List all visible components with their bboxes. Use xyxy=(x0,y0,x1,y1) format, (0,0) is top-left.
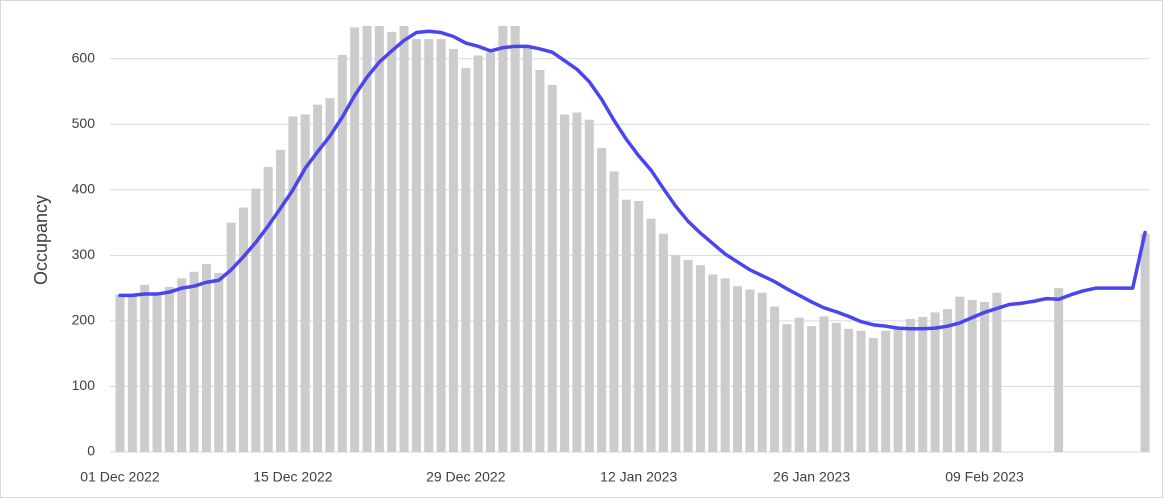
bar xyxy=(164,286,174,452)
bar xyxy=(411,39,421,452)
bar xyxy=(819,316,829,452)
bar xyxy=(300,114,310,452)
bar xyxy=(140,284,150,452)
bar xyxy=(584,119,594,452)
bar xyxy=(189,271,199,452)
bar xyxy=(325,98,335,452)
bar xyxy=(856,330,866,452)
bar xyxy=(461,67,471,453)
y-tick-label: 500 xyxy=(72,115,96,131)
bar xyxy=(733,286,742,452)
bar xyxy=(448,48,458,452)
bar xyxy=(214,273,224,452)
bar xyxy=(980,301,989,452)
bar xyxy=(720,278,730,452)
bar xyxy=(831,322,841,452)
bar xyxy=(288,116,298,452)
bar xyxy=(930,312,940,452)
bar xyxy=(646,218,656,452)
bar xyxy=(350,27,360,453)
bar xyxy=(424,39,434,452)
bar xyxy=(671,255,681,452)
bar xyxy=(658,233,668,452)
bar xyxy=(399,26,409,452)
x-tick-label: 12 Jan 2023 xyxy=(600,469,677,485)
bar xyxy=(1140,233,1150,452)
bar xyxy=(572,112,582,452)
bar xyxy=(177,278,187,452)
bar xyxy=(523,45,533,453)
bar xyxy=(226,222,236,452)
x-tick-label: 01 Dec 2022 xyxy=(80,469,160,485)
bar xyxy=(597,147,607,452)
bar xyxy=(621,199,631,452)
bar xyxy=(251,188,261,452)
bar xyxy=(535,69,545,452)
bar xyxy=(276,149,286,453)
bar xyxy=(337,54,347,453)
bar xyxy=(905,318,915,452)
bar xyxy=(881,330,891,452)
x-tick-label: 09 Feb 2023 xyxy=(945,469,1024,485)
bar xyxy=(807,326,817,452)
x-tick-label: 29 Dec 2022 xyxy=(426,469,506,485)
bar xyxy=(473,55,483,452)
bar xyxy=(560,114,570,452)
bar xyxy=(992,292,1002,452)
bar xyxy=(770,306,780,452)
bar xyxy=(362,26,372,452)
bar xyxy=(1054,288,1064,452)
bar xyxy=(955,296,965,452)
y-tick-label: 400 xyxy=(72,181,96,197)
bar xyxy=(918,316,928,452)
bar xyxy=(510,26,520,452)
y-tick-label: 200 xyxy=(72,312,96,328)
bar xyxy=(498,26,508,452)
y-tick-label: 100 xyxy=(72,377,96,393)
bar xyxy=(201,263,211,452)
y-tick-label: 0 xyxy=(87,443,95,459)
y-tick-label: 600 xyxy=(72,49,96,65)
line xyxy=(118,29,1147,331)
y-tick-label: 300 xyxy=(72,246,96,262)
bar xyxy=(486,52,495,452)
bar xyxy=(634,200,644,452)
bar xyxy=(387,31,397,452)
bar xyxy=(374,26,384,452)
bar xyxy=(844,328,854,452)
bar xyxy=(782,324,792,452)
bar xyxy=(313,104,323,453)
bar xyxy=(547,84,557,452)
bar xyxy=(436,39,446,452)
bar xyxy=(893,328,903,452)
bar xyxy=(967,299,977,452)
x-tick-label: 26 Jan 2023 xyxy=(773,469,850,485)
x-tick-label: 15 Dec 2022 xyxy=(253,469,333,485)
bar xyxy=(942,309,952,452)
bar xyxy=(695,265,705,452)
bar xyxy=(745,289,755,452)
bar xyxy=(868,337,878,452)
bar xyxy=(263,166,273,452)
bar xyxy=(794,317,804,452)
bar xyxy=(609,171,619,452)
bar xyxy=(757,292,767,452)
bar xyxy=(152,292,162,452)
y-axis-title: Occupancy xyxy=(31,195,51,285)
bar xyxy=(683,259,693,452)
bar xyxy=(127,294,137,452)
bar xyxy=(239,207,248,452)
bar xyxy=(708,274,718,452)
bar xyxy=(115,294,125,452)
